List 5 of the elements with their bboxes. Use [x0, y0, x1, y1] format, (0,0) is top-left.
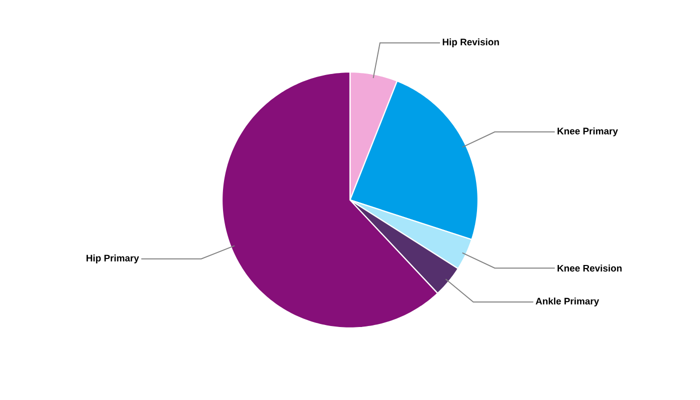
slice-label: Hip Primary: [86, 254, 139, 264]
slice-label: Ankle Primary: [536, 298, 600, 306]
slice-label: Knee Primary: [558, 127, 618, 136]
slice-label: Hip Revision: [442, 38, 499, 48]
slice-label: Knee Revision: [558, 264, 622, 272]
